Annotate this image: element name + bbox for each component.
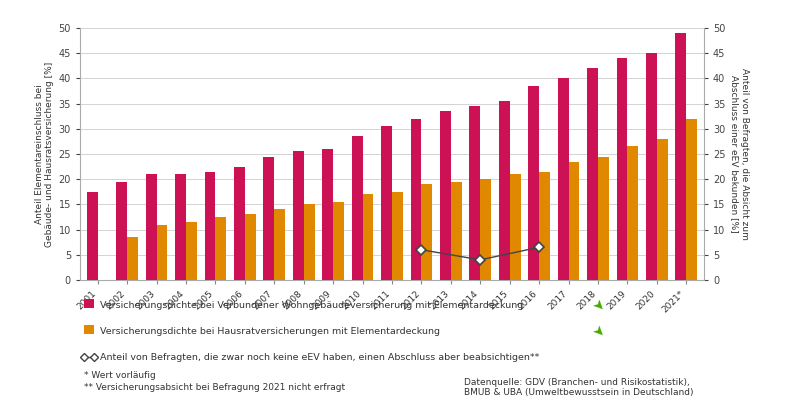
Bar	[274, 210, 285, 280]
Text: Versicherungsdichte bei Hausratversicherungen mit Elementardeckung: Versicherungsdichte bei Hausratversicher…	[100, 327, 440, 336]
Bar	[127, 237, 138, 280]
Bar	[510, 174, 521, 280]
Bar	[558, 78, 569, 280]
Bar	[598, 156, 609, 280]
Bar	[617, 58, 627, 280]
Bar	[539, 172, 550, 280]
Bar	[304, 204, 314, 280]
Bar	[627, 146, 638, 280]
FancyBboxPatch shape	[84, 325, 94, 334]
Bar	[686, 119, 698, 280]
Bar	[175, 174, 186, 280]
Bar	[333, 202, 344, 280]
Text: ** Versicherungsabsicht bei Befragung 2021 nicht erfragt: ** Versicherungsabsicht bei Befragung 20…	[84, 383, 345, 392]
Bar	[470, 106, 480, 280]
Text: Anteil von Befragten, die zwar noch keine eEV haben, einen Abschluss aber beabsi: Anteil von Befragten, die zwar noch kein…	[100, 353, 539, 362]
Bar	[157, 224, 167, 280]
Bar	[422, 184, 432, 280]
Bar	[322, 149, 333, 280]
Bar	[392, 192, 403, 280]
Bar	[116, 182, 127, 280]
Bar	[528, 86, 539, 280]
Bar	[569, 162, 579, 280]
Bar	[245, 214, 256, 280]
Y-axis label: Anteil Elementareinschluss bei
Gebäude- und Hausratsversicherung [%]: Anteil Elementareinschluss bei Gebäude- …	[35, 61, 54, 247]
Y-axis label: Anteil von Befragten, die Absicht zum
Abschluss einer eEV bekunden [%]: Anteil von Befragten, die Absicht zum Ab…	[730, 68, 749, 240]
Bar	[499, 101, 510, 280]
Bar	[440, 111, 451, 280]
Bar	[675, 33, 686, 280]
Bar	[263, 156, 274, 280]
Bar	[480, 179, 491, 280]
Bar	[410, 119, 422, 280]
Text: ➤: ➤	[588, 323, 606, 341]
Bar	[146, 174, 157, 280]
Bar	[215, 217, 226, 280]
Bar	[352, 136, 362, 280]
Bar	[293, 152, 304, 280]
Bar	[646, 53, 657, 280]
Bar	[205, 172, 215, 280]
Text: ➤: ➤	[588, 297, 606, 315]
Bar	[186, 222, 197, 280]
Text: Versicherungsdichte bei Verbundener Wohngebäudeversicherung mit Elementardeckung: Versicherungsdichte bei Verbundener Wohn…	[100, 301, 523, 310]
Bar	[86, 192, 98, 280]
Bar	[362, 194, 374, 280]
Text: * Wert vorläufig: * Wert vorläufig	[84, 371, 156, 380]
Bar	[587, 68, 598, 280]
Bar	[234, 166, 245, 280]
Bar	[381, 126, 392, 280]
Bar	[451, 182, 462, 280]
FancyBboxPatch shape	[84, 299, 94, 308]
Bar	[657, 139, 668, 280]
Text: Datenquelle: GDV (Branchen- und Risikostatistik),
BMUB & UBA (Umweltbewusstsein : Datenquelle: GDV (Branchen- und Risikost…	[464, 378, 694, 398]
